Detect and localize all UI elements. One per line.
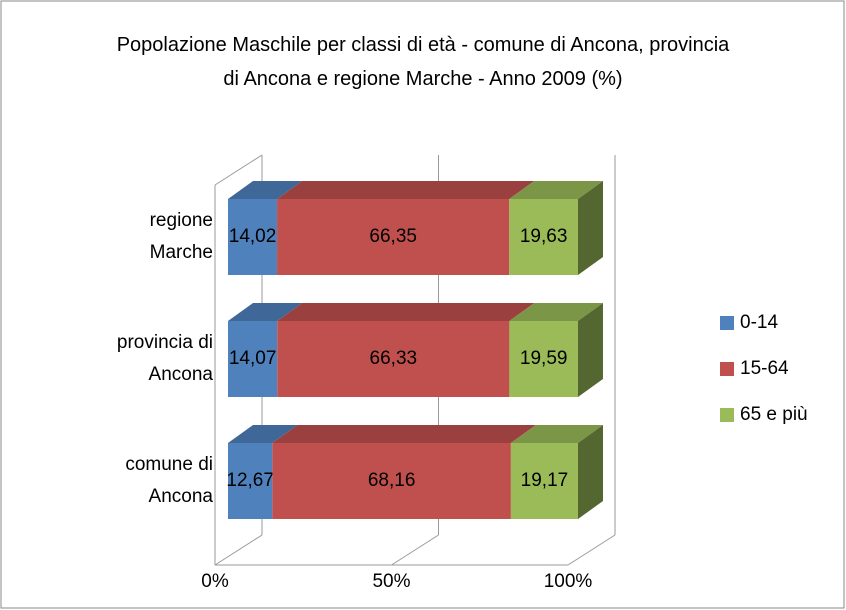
legend-label: 15-64	[740, 358, 789, 379]
bar	[228, 199, 278, 275]
bar-top	[510, 425, 603, 443]
bar	[277, 199, 510, 275]
value-label: 19,59	[520, 348, 568, 369]
bar	[228, 321, 278, 397]
x-tick-label: 0%	[201, 571, 229, 592]
y-tick-label: regione Marche	[149, 210, 213, 263]
y-tick-label: provincia di Ancona	[116, 332, 213, 385]
value-label: 19,17	[521, 470, 569, 491]
value-label: 14,07	[229, 348, 277, 369]
value-label: 68,16	[368, 470, 416, 491]
y-tick-label: comune di Ancona	[125, 454, 213, 507]
bar	[277, 321, 510, 397]
bar	[272, 443, 511, 519]
value-label: 19,63	[520, 226, 568, 247]
bar-side	[577, 303, 603, 397]
legend-label: 65 e più	[740, 404, 808, 425]
legend-label: 0-14	[740, 312, 778, 333]
x-tick-label: 100%	[544, 571, 593, 592]
wall-top	[214, 154, 263, 186]
bar-top	[509, 181, 603, 199]
bar-top	[277, 303, 535, 321]
bar	[510, 443, 578, 519]
bar-side	[578, 425, 603, 519]
legend-swatch	[720, 316, 734, 330]
x-tick-label: 50%	[372, 571, 410, 592]
value-label: 12,67	[226, 470, 274, 491]
value-label: 66,33	[370, 348, 418, 369]
bar-top	[272, 425, 536, 443]
floor-line	[391, 534, 439, 566]
value-label: 66,35	[369, 226, 417, 247]
chart-title: Popolazione Maschile per classi di età -…	[116, 34, 730, 90]
bar-top	[228, 425, 298, 443]
bar-top	[277, 181, 535, 199]
bar	[509, 321, 578, 397]
legend-swatch	[720, 408, 734, 422]
floor-line	[214, 534, 263, 566]
bar	[228, 443, 273, 519]
bar-side	[578, 181, 603, 275]
bar-top	[509, 303, 603, 321]
bar-top	[228, 303, 303, 321]
value-label: 14,02	[229, 226, 277, 247]
legend-swatch	[720, 362, 734, 376]
floor-line	[567, 534, 616, 566]
bar	[509, 199, 578, 275]
bar-top	[228, 181, 303, 199]
